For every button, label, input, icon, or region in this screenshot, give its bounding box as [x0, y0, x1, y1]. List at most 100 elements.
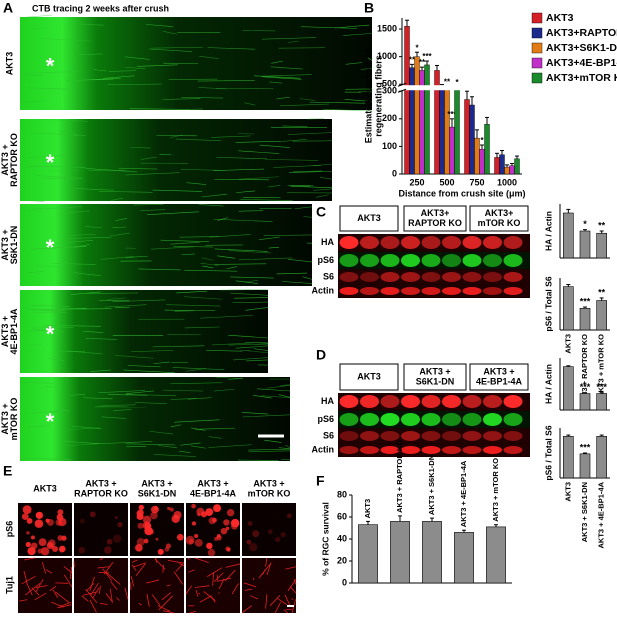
panel-label: B — [364, 0, 374, 16]
cell — [89, 511, 96, 518]
band — [503, 431, 523, 441]
fiber — [235, 280, 258, 284]
band — [483, 446, 502, 454]
bar — [464, 99, 470, 175]
x-tick-label: AKT3 + RAPTOR KO — [580, 334, 589, 407]
cell — [249, 543, 258, 552]
fiber — [140, 156, 157, 160]
fiber — [238, 459, 279, 461]
y-axis-title: HA / Actin — [543, 364, 553, 404]
fiber — [200, 315, 253, 319]
fiber — [236, 190, 255, 193]
fiber — [134, 402, 168, 404]
significance: *** — [422, 52, 432, 61]
y-tick-label: 500 — [382, 79, 397, 89]
fiber — [151, 46, 203, 49]
fiber — [260, 74, 312, 77]
neurite — [285, 566, 297, 570]
blot-row-label: S6 — [323, 430, 334, 440]
fiber — [248, 448, 291, 451]
fiber — [198, 204, 224, 207]
cell — [225, 546, 231, 552]
bar — [563, 366, 574, 411]
fiber — [184, 269, 238, 272]
x-tick-label: AKT3 + 4E-BP1-4A — [597, 481, 606, 548]
fiber — [202, 265, 214, 269]
fiber — [152, 345, 205, 348]
fiber — [66, 236, 112, 239]
fiber — [29, 326, 74, 328]
cell — [61, 535, 67, 541]
fiber — [145, 24, 174, 27]
header-box — [403, 205, 467, 232]
band — [503, 254, 523, 267]
bar — [439, 85, 445, 175]
band — [503, 236, 523, 249]
fiber — [20, 74, 43, 77]
fiber — [201, 193, 227, 198]
cell — [142, 515, 152, 524]
fiber — [240, 199, 293, 201]
bar — [390, 521, 410, 584]
label-line: AKT3 + — [141, 478, 172, 488]
cell — [194, 538, 203, 547]
cell — [225, 526, 230, 531]
fiber — [138, 268, 181, 271]
cell — [35, 511, 43, 519]
cell — [169, 507, 174, 512]
cell — [213, 536, 218, 541]
fiber — [180, 442, 201, 446]
neurite — [109, 588, 113, 603]
x-tick-label: AKT3 — [563, 482, 572, 502]
fiber — [292, 170, 323, 173]
fiber — [241, 412, 269, 415]
neurite — [190, 611, 196, 614]
fiber — [51, 409, 66, 414]
fiber — [99, 190, 153, 193]
neurite — [99, 585, 101, 594]
fiber — [290, 185, 333, 189]
label-line: 4E-BP1-4A — [476, 376, 523, 386]
fiber — [238, 133, 255, 135]
neurite — [59, 601, 72, 607]
cell — [137, 509, 144, 517]
cell — [142, 521, 151, 530]
x-axis-title: Distance from crush site (μm) — [398, 188, 525, 198]
fiber — [126, 390, 155, 394]
band — [421, 431, 441, 441]
fiber — [228, 250, 271, 254]
neurite — [162, 610, 175, 614]
fiber — [137, 64, 178, 67]
fiber — [186, 182, 207, 185]
neurite — [218, 578, 225, 590]
label-line: RAPTOR KO — [74, 488, 128, 498]
cell — [252, 530, 260, 538]
band — [401, 431, 420, 441]
fiber — [307, 118, 324, 120]
cell — [230, 518, 240, 528]
blot-row-label: Actin — [312, 285, 335, 295]
neurite — [277, 598, 288, 605]
fiber — [24, 381, 54, 384]
fiber — [287, 132, 333, 135]
fiber — [268, 246, 280, 249]
y-tick-label: 100 — [382, 141, 397, 151]
significance: *** — [580, 442, 591, 452]
cell — [47, 539, 56, 548]
micrograph — [18, 558, 72, 613]
neurite — [262, 569, 266, 575]
fiber — [174, 309, 216, 312]
cell — [114, 516, 118, 520]
band — [442, 446, 461, 454]
neurite — [105, 571, 121, 585]
fiber — [299, 98, 316, 101]
label-line: AKT3 + — [253, 478, 284, 488]
neurite — [51, 601, 64, 608]
fiber — [344, 98, 373, 102]
fiber — [67, 427, 100, 430]
blot-row-label: HA — [321, 396, 334, 406]
crush-marker: * — [46, 150, 55, 175]
fiber — [107, 83, 162, 85]
fiber — [244, 341, 269, 344]
fiber — [228, 343, 269, 346]
